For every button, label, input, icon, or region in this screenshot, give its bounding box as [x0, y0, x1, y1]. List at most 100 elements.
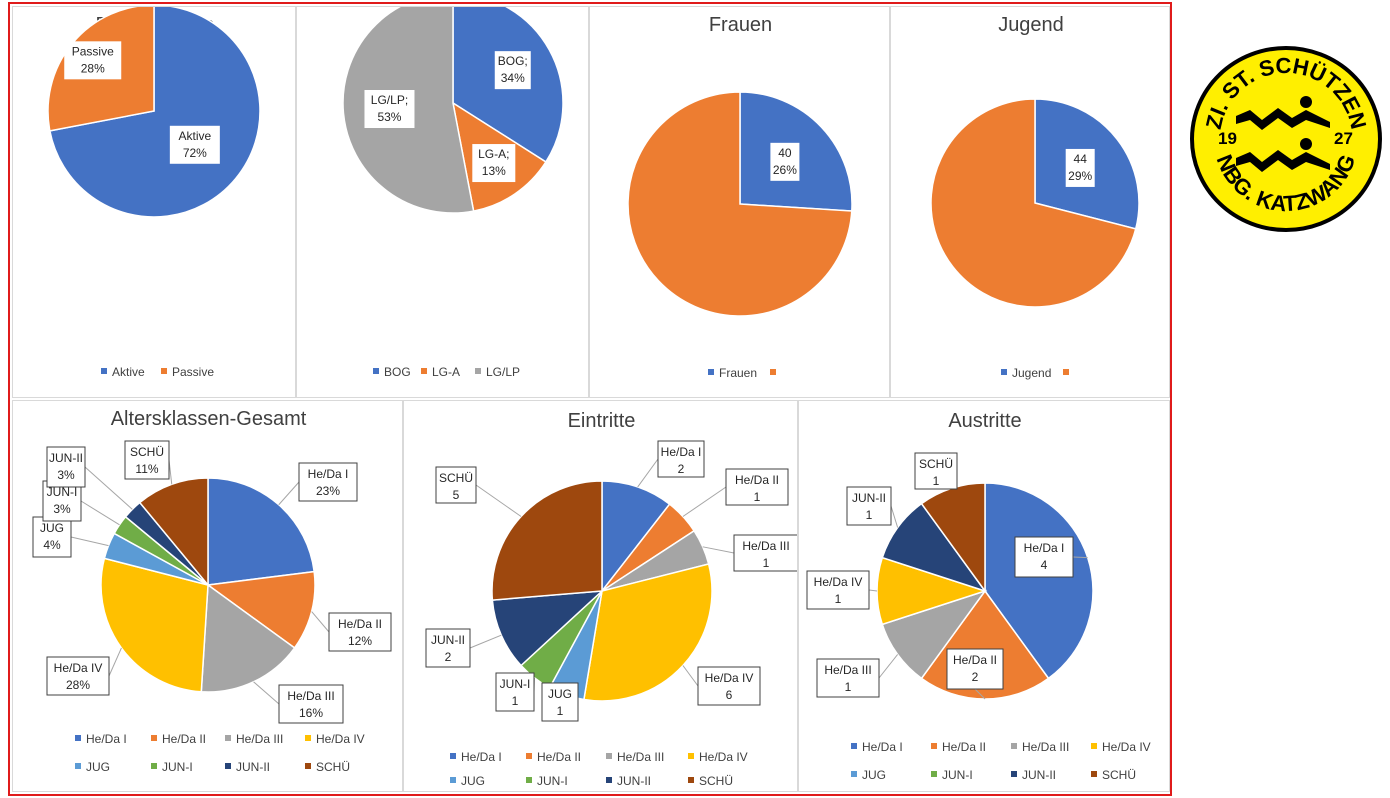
data-label-box	[733, 534, 797, 572]
leader-line	[682, 665, 699, 687]
pie-slice-he-da-iii	[200, 583, 296, 693]
data-label-jug: JUG	[548, 687, 572, 701]
data-label-box	[328, 612, 392, 652]
legend-item-he-da-i: He/Da I	[86, 732, 127, 746]
data-label-40: 26%	[773, 163, 797, 177]
legend-item-he-da-i: He/Da I	[862, 740, 903, 754]
legend-swatch	[75, 763, 81, 769]
data-label-he-da-iv: He/Da IV	[705, 671, 754, 685]
data-label-he-da-iii: He/Da III	[287, 689, 334, 703]
data-label-he-da-iv: 1	[835, 592, 842, 606]
data-label-box	[806, 570, 870, 610]
pie-slice-he-da-i	[984, 482, 1094, 680]
data-label-lg-a: 13%	[482, 164, 506, 178]
legend-swatch	[606, 777, 612, 783]
legend-swatch	[688, 753, 694, 759]
legend-item-he-da-iii: He/Da III	[617, 750, 664, 764]
data-label-box	[42, 480, 82, 522]
legend-item-he-da-ii: He/Da II	[942, 740, 986, 754]
leader-line	[253, 681, 280, 705]
chart-title: Jugend	[998, 14, 1064, 36]
data-label-schue: SCHÜ	[439, 471, 473, 485]
legend-item-he-da-iii: He/Da III	[1022, 740, 1069, 754]
chart-sportgruppen: SportgruppenBOG;34%LG-A;13%LG/LP;53%BOGL…	[296, 6, 589, 398]
leader-line	[278, 481, 300, 506]
legend-swatch	[475, 368, 481, 374]
data-label-he-da-iv: 6	[726, 688, 733, 702]
legend-swatch	[770, 369, 776, 375]
data-label-passive: Passive	[72, 44, 114, 58]
data-label-lg-lp: 53%	[377, 110, 401, 124]
leader-line	[682, 486, 727, 517]
legend-item-he-da-iv: He/Da IV	[1102, 740, 1151, 754]
legend-swatch	[708, 369, 714, 375]
data-label-jun-i: 3%	[53, 502, 71, 516]
legend-item-he-da-iv: He/Da IV	[316, 732, 365, 746]
legend-swatch	[373, 368, 379, 374]
data-label-jun-i: JUN-I	[500, 677, 531, 691]
data-label-bg	[472, 144, 516, 183]
legend-item-he-da-iii: He/Da III	[236, 732, 283, 746]
data-label-jun-ii: JUN-II	[431, 633, 465, 647]
legend-swatch	[851, 743, 857, 749]
data-label-he-da-iv: He/Da IV	[54, 661, 103, 675]
pie-slice-he-da-iv	[100, 557, 209, 693]
legend: BOG LG-A LG/LP	[373, 365, 520, 379]
data-label-bg	[770, 142, 800, 181]
legend-item-schue: SCHÜ	[316, 760, 350, 774]
data-label-jun-ii: 2	[445, 650, 452, 664]
pie	[491, 480, 713, 702]
pie	[100, 477, 316, 693]
legend-swatch	[225, 763, 231, 769]
data-label-he-da-i: He/Da I	[661, 445, 702, 459]
pie-slice-other-1	[627, 91, 853, 317]
data-label-bg	[494, 51, 531, 90]
data-label-box	[495, 672, 535, 712]
legend-item-jun-ii: JUN-II	[617, 774, 651, 788]
legend-swatch	[1011, 771, 1017, 777]
data-label-box	[725, 468, 789, 506]
data-label-box	[657, 440, 705, 478]
legend: He/Da I He/Da II He/Da III He/Da IV JUG JUN-I…	[450, 750, 748, 788]
pie	[627, 91, 853, 317]
data-label-box	[435, 466, 477, 504]
pie-slice-jun-ii	[491, 590, 605, 667]
data-label-jug: JUG	[40, 521, 64, 535]
data-label-schue: SCHÜ	[130, 445, 164, 459]
data-label-jug: 1	[557, 704, 564, 718]
legend-swatch	[1011, 743, 1017, 749]
data-label-he-da-ii: He/Da II	[735, 473, 779, 487]
pie	[47, 7, 261, 218]
legend-swatch	[305, 735, 311, 741]
legend-swatch	[931, 743, 937, 749]
data-label-schue: 5	[453, 488, 460, 502]
data-label-jun-ii: 1	[866, 508, 873, 522]
chart-title: Austritte	[948, 410, 1021, 432]
data-label-box	[46, 446, 86, 488]
leader-line	[84, 466, 133, 510]
pie-slice-he-da-ii	[206, 570, 316, 649]
data-label-he-da-iv: 28%	[66, 678, 90, 692]
data-label-box	[946, 648, 1004, 690]
data-label-he-da-i: He/Da I	[1024, 541, 1065, 555]
data-label-bog: 34%	[501, 71, 525, 85]
legend-swatch	[101, 368, 107, 374]
leader-line	[475, 484, 522, 517]
data-label-schue: SCHÜ	[919, 457, 953, 471]
shooter-icon	[1236, 96, 1330, 130]
chart-austritte: Austritte He/Da I 4 He/Da II 2 He/Da III 1 He/D…	[798, 400, 1170, 792]
pie	[930, 98, 1140, 308]
chart-frauen: Frauen 40 26% Frauen	[589, 6, 890, 398]
chart-passiv-aktive: Passiv/AktiveAktive72%Passive28%AktivePa…	[12, 6, 296, 398]
legend-item-bog: BOG	[384, 365, 411, 379]
legend-item-he-da-iv: He/Da IV	[699, 750, 748, 764]
data-label-bg	[169, 125, 220, 164]
legend-swatch	[305, 763, 311, 769]
data-label-bog: BOG;	[498, 54, 528, 68]
data-label-40: 40	[778, 146, 792, 160]
data-label-bg	[364, 90, 415, 129]
pie-slice-he-da-iv	[583, 563, 713, 702]
data-label-schue: 11%	[135, 462, 158, 476]
pie-slice-aktive	[48, 7, 261, 218]
chart-eintritte: Eintritte He/Da I 2 He/Da II 1 He/Da III 1 He/D…	[403, 400, 798, 792]
